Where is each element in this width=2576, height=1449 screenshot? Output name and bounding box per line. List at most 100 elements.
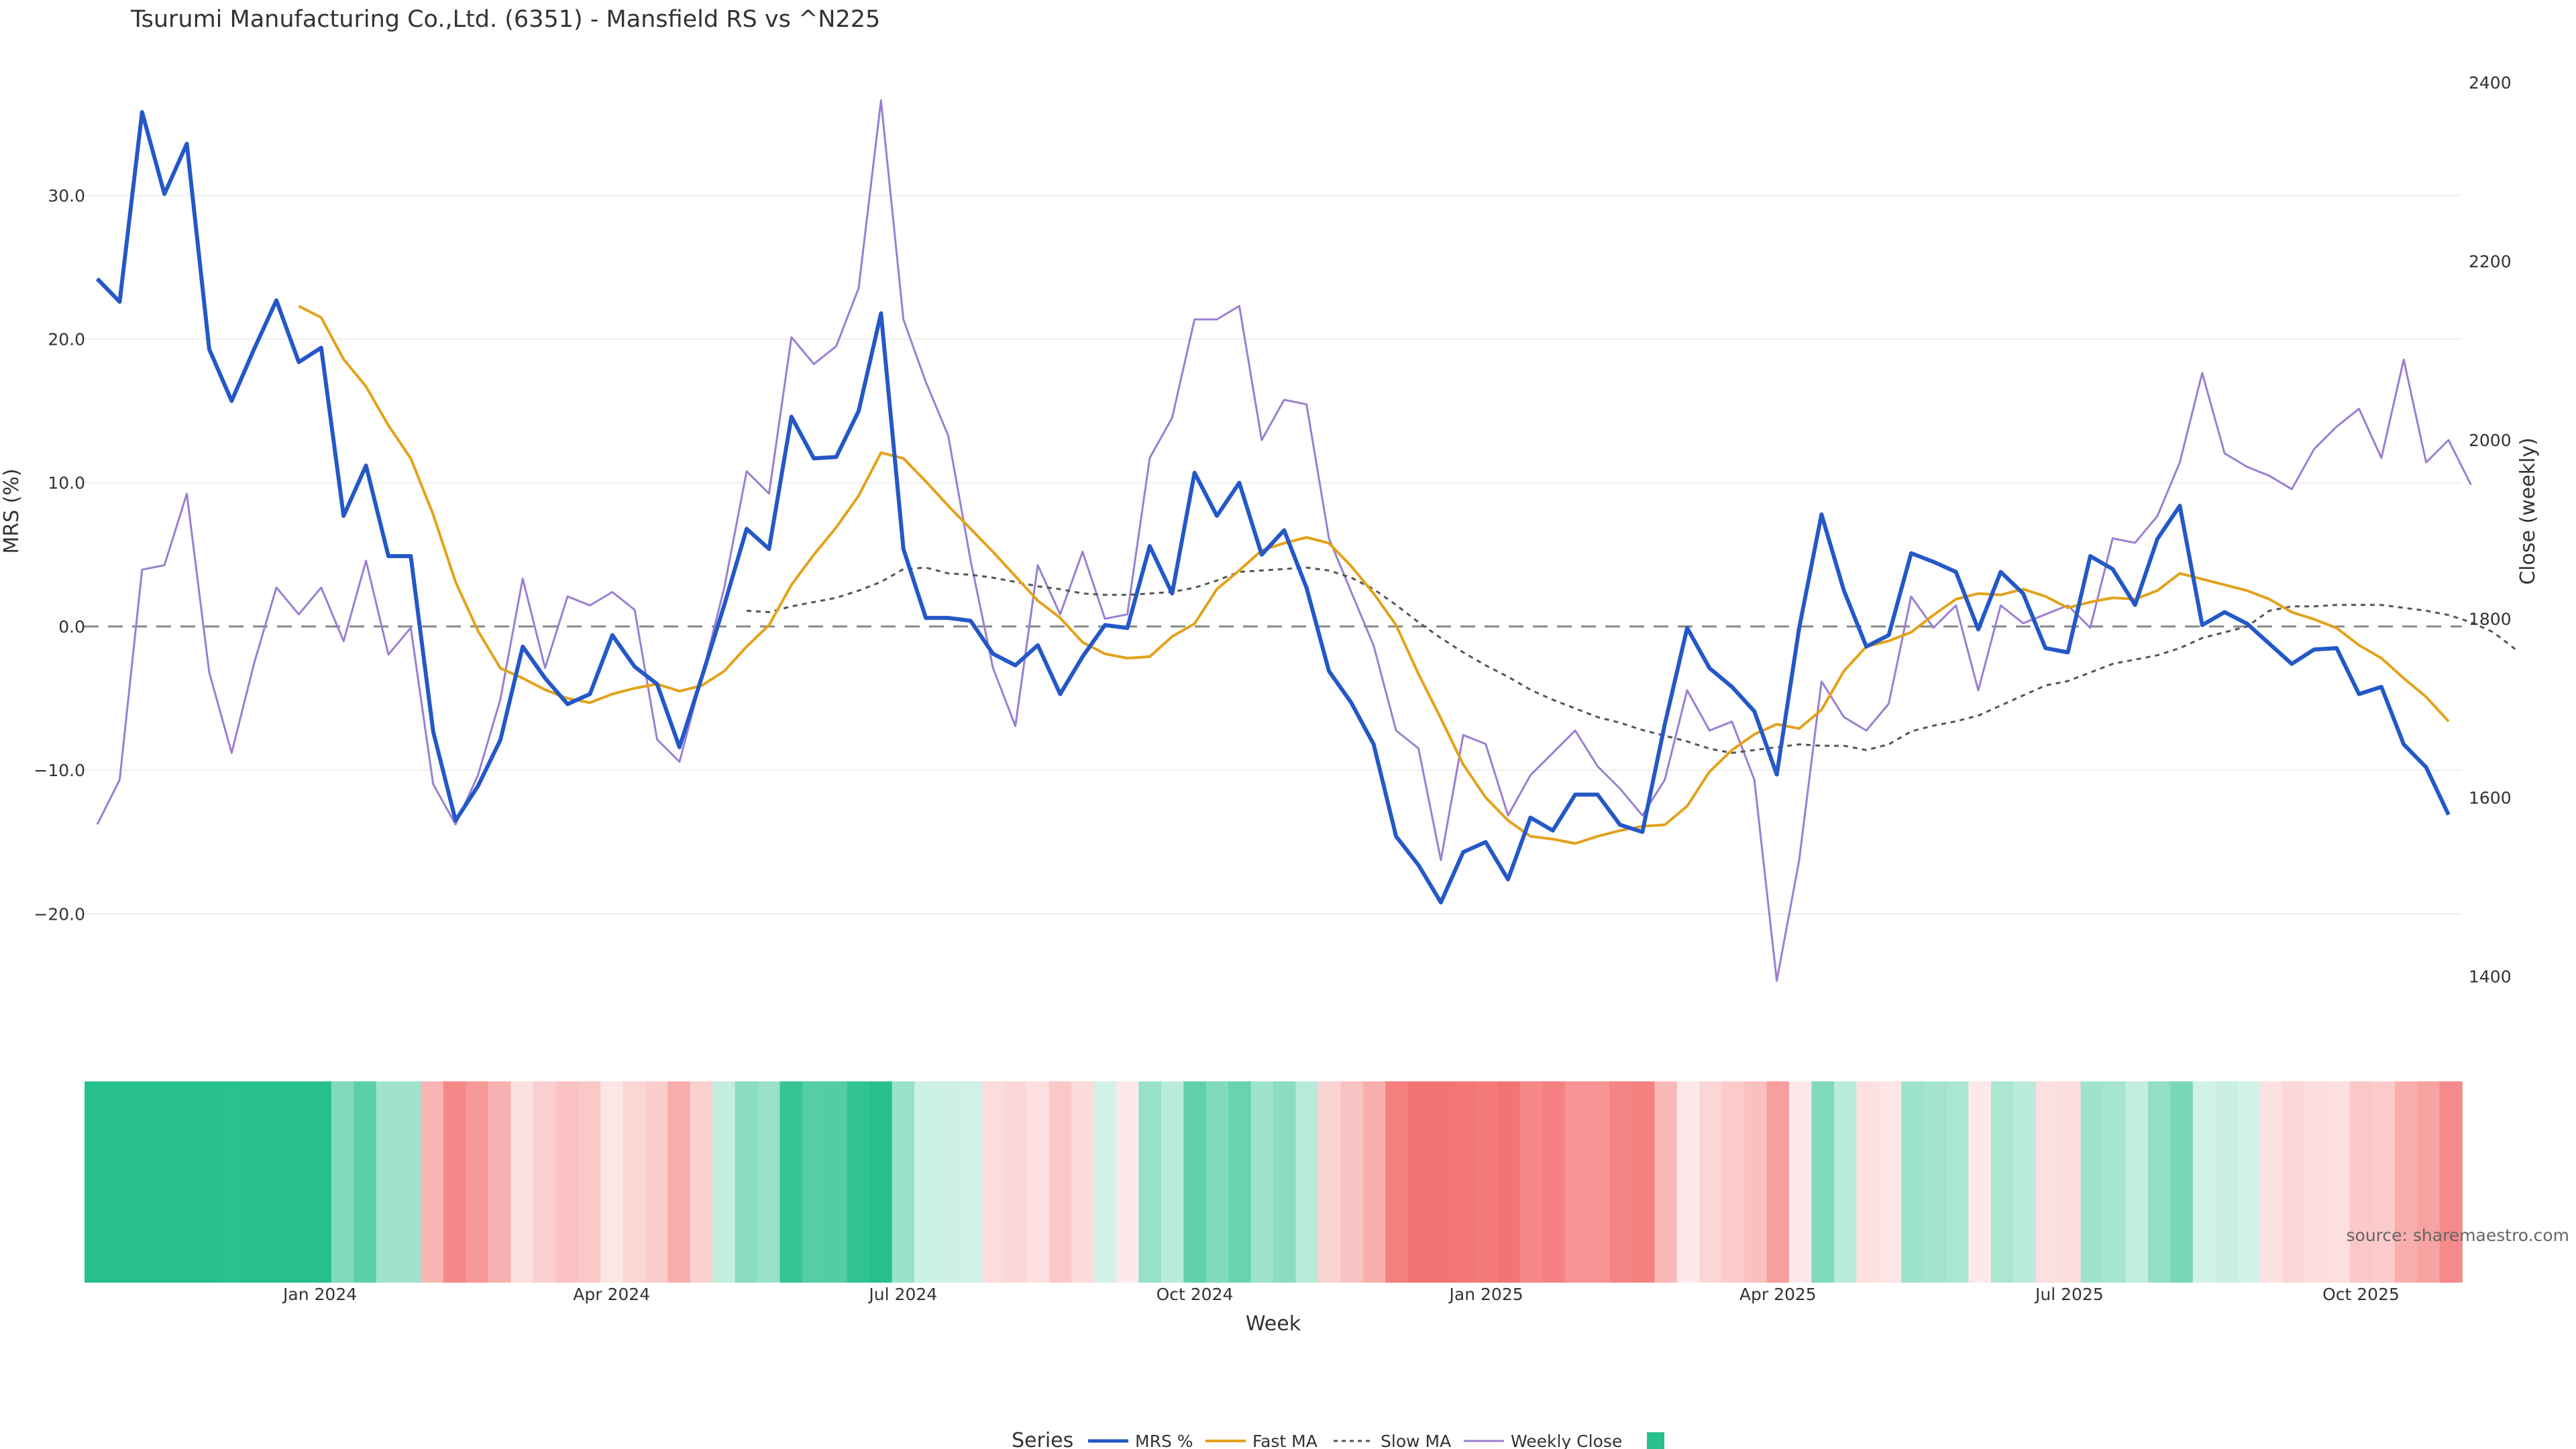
heat-cell (780, 1081, 803, 1283)
heat-cell (1452, 1081, 1476, 1283)
weekly-close-series (96, 99, 2472, 982)
heat-cell (1026, 1081, 1050, 1283)
heat-cell (2080, 1081, 2104, 1283)
heat-cell (1430, 1081, 1454, 1283)
heat-cell (354, 1081, 377, 1283)
slow-ma-series (746, 566, 2517, 754)
heat-cell (1407, 1081, 1431, 1283)
right-tick-label: 2400 (2469, 73, 2512, 93)
heat-cell (735, 1081, 758, 1283)
legend-label-fast-ma: Fast MA (1252, 1432, 1318, 1449)
heat-cell (1161, 1081, 1185, 1283)
heat-cell (1362, 1081, 1386, 1283)
heat-cell (1093, 1081, 1117, 1283)
heat-cell (1049, 1081, 1072, 1283)
left-tick-label: 10.0 (48, 474, 85, 493)
heat-cell (1990, 1081, 2015, 1283)
x-tick-label: Jan 2024 (282, 1285, 357, 1304)
left-tick-label: 30.0 (48, 186, 85, 205)
heat-cell (197, 1081, 220, 1283)
heat-cell (152, 1081, 175, 1283)
heat-cell (578, 1081, 601, 1283)
heat-cell (2282, 1081, 2306, 1283)
x-tick-label: Jul 2025 (2034, 1285, 2104, 1304)
right-axis-ticks: 2400 2200 2000 1800 1600 1400 (2469, 73, 2512, 986)
heat-cell (712, 1081, 736, 1283)
heat-cell (2394, 1081, 2418, 1283)
mrs-heat-strip (85, 1081, 2463, 1283)
heat-cell (555, 1081, 579, 1283)
heat-cell (241, 1081, 265, 1283)
x-tick-label: Oct 2025 (2322, 1285, 2400, 1304)
heat-cell (1766, 1081, 1790, 1283)
heat-cell (286, 1081, 310, 1283)
heat-cell (1587, 1081, 1611, 1283)
x-tick-label: Jul 2024 (867, 1285, 937, 1304)
heat-cell (309, 1081, 332, 1283)
heat-cell (443, 1081, 467, 1283)
legend-label-slow-ma: Slow MA (1381, 1432, 1451, 1449)
heat-cell (2372, 1081, 2396, 1283)
heat-cell (1318, 1081, 1342, 1283)
heat-cell (1519, 1081, 1543, 1283)
legend-label-weekly-close: Weekly Close (1511, 1432, 1622, 1449)
fast-ma-line (298, 305, 2450, 845)
right-axis-title: Close (weekly) (2516, 437, 2540, 585)
fast-ma-series (298, 305, 2450, 845)
heat-cell (1654, 1081, 1678, 1283)
heat-cell (1295, 1081, 1319, 1283)
heat-cell (2327, 1081, 2351, 1283)
heat-cell (398, 1081, 422, 1283)
heat-cell (2035, 1081, 2059, 1283)
heat-cell (892, 1081, 915, 1283)
x-tick-label: Apr 2025 (1739, 1285, 1817, 1304)
heat-cell (1542, 1081, 1566, 1283)
heat-cell (1946, 1081, 1970, 1283)
heat-cell (623, 1081, 646, 1283)
heat-cell (488, 1081, 512, 1283)
heat-cell (981, 1081, 1005, 1283)
heat-cell (421, 1081, 444, 1283)
heat-cell (2058, 1081, 2082, 1283)
heat-cell (1497, 1081, 1521, 1283)
x-tick-label: Jan 2025 (1448, 1285, 1523, 1304)
heat-cell (1788, 1081, 1813, 1283)
heat-cell (2439, 1081, 2463, 1283)
left-tick-label: −10.0 (34, 761, 85, 780)
heat-cell (1138, 1081, 1162, 1283)
heat-cell (1004, 1081, 1028, 1283)
right-tick-label: 1800 (2469, 609, 2512, 629)
source-note: source: sharemaestro.com (2347, 1226, 2570, 1245)
legend-label-mrs: MRS % (1135, 1432, 1193, 1449)
heat-cell (757, 1081, 781, 1283)
right-tick-label: 2000 (2469, 431, 2512, 450)
mrs-line (95, 110, 2451, 905)
heat-cell (2304, 1081, 2328, 1283)
heat-cell (802, 1081, 826, 1283)
legend-swatch-heat (1647, 1432, 1664, 1449)
heat-cell (1385, 1081, 1409, 1283)
heat-cell (2192, 1081, 2216, 1283)
heat-cell (824, 1081, 848, 1283)
mrs-series (95, 110, 2451, 905)
heat-cell (1071, 1081, 1095, 1283)
heat-cell (1474, 1081, 1499, 1283)
heat-cell (1901, 1081, 1925, 1283)
grid-lines (84, 195, 2462, 915)
left-tick-label: 0.0 (58, 617, 85, 637)
slow-ma-line (746, 566, 2517, 754)
left-tick-label: −20.0 (34, 904, 85, 924)
heat-cell (1228, 1081, 1252, 1283)
heat-cell (869, 1081, 893, 1283)
weekly-close-line (96, 99, 2472, 982)
heat-cell (914, 1081, 938, 1283)
heat-cell (2349, 1081, 2373, 1283)
heat-cell (1564, 1081, 1588, 1283)
x-axis-ticks: Jan 2024 Apr 2024 Jul 2024 Oct 2024 Jan 2025… (282, 1285, 2400, 1304)
heat-cell (1340, 1081, 1364, 1283)
heat-cell (600, 1081, 624, 1283)
heat-cell (2125, 1081, 2149, 1283)
heat-cell (1250, 1081, 1274, 1283)
heat-cell (511, 1081, 534, 1283)
heat-cell (2237, 1081, 2261, 1283)
